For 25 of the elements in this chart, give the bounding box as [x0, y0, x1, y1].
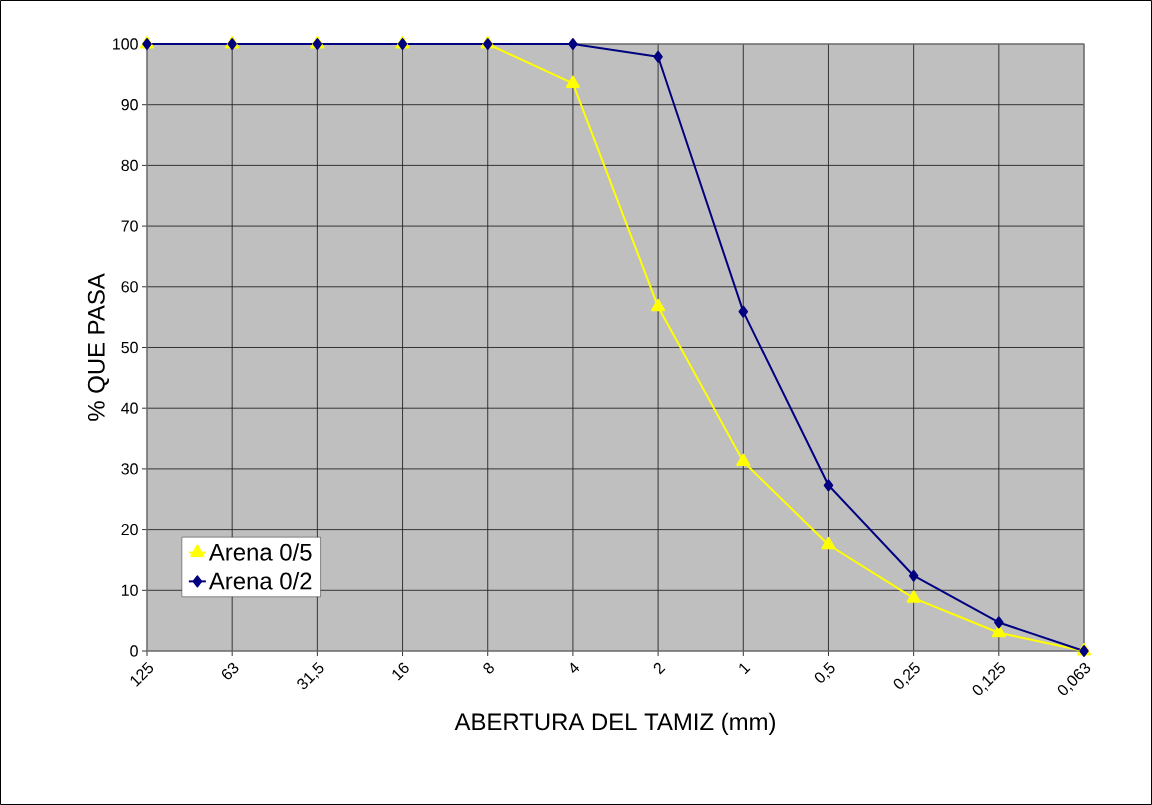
x-tick-label: 63 — [221, 662, 239, 680]
x-tick-label: 1 — [739, 663, 751, 675]
y-tick-label: 50 — [121, 341, 138, 354]
x-tick-label: 2 — [653, 662, 666, 675]
x-tick-label: 16 — [392, 662, 409, 681]
y-tick-label: 90 — [121, 99, 138, 111]
x-tick-label: 0,25 — [893, 662, 920, 689]
x-axis-title: ABERTURA DEL TAMIZ (mm) — [454, 712, 775, 735]
y-tick-label: 30 — [121, 463, 138, 475]
y-tick-label: 20 — [121, 523, 138, 536]
x-tick-label: 125 — [130, 662, 154, 687]
y-axis-title: % QUE PASA — [87, 273, 110, 421]
y-tick-label: 100 — [113, 38, 138, 50]
x-tick-label: 0,5 — [814, 662, 835, 683]
y-tick-label: 10 — [121, 584, 138, 596]
y-tick-label: 40 — [121, 402, 138, 414]
legend-label: Arena 0/2 — [208, 571, 312, 590]
y-tick-label: 60 — [121, 281, 138, 293]
x-tick-label: 31,5 — [297, 662, 324, 690]
y-tick-label: 80 — [121, 159, 138, 172]
y-tick-label: 70 — [121, 220, 138, 232]
legend-label: Arena 0/5 — [208, 543, 312, 561]
y-tick-label: 0 — [130, 645, 138, 657]
x-tick-label: 8 — [483, 662, 494, 674]
x-tick-label: 4 — [570, 662, 580, 673]
